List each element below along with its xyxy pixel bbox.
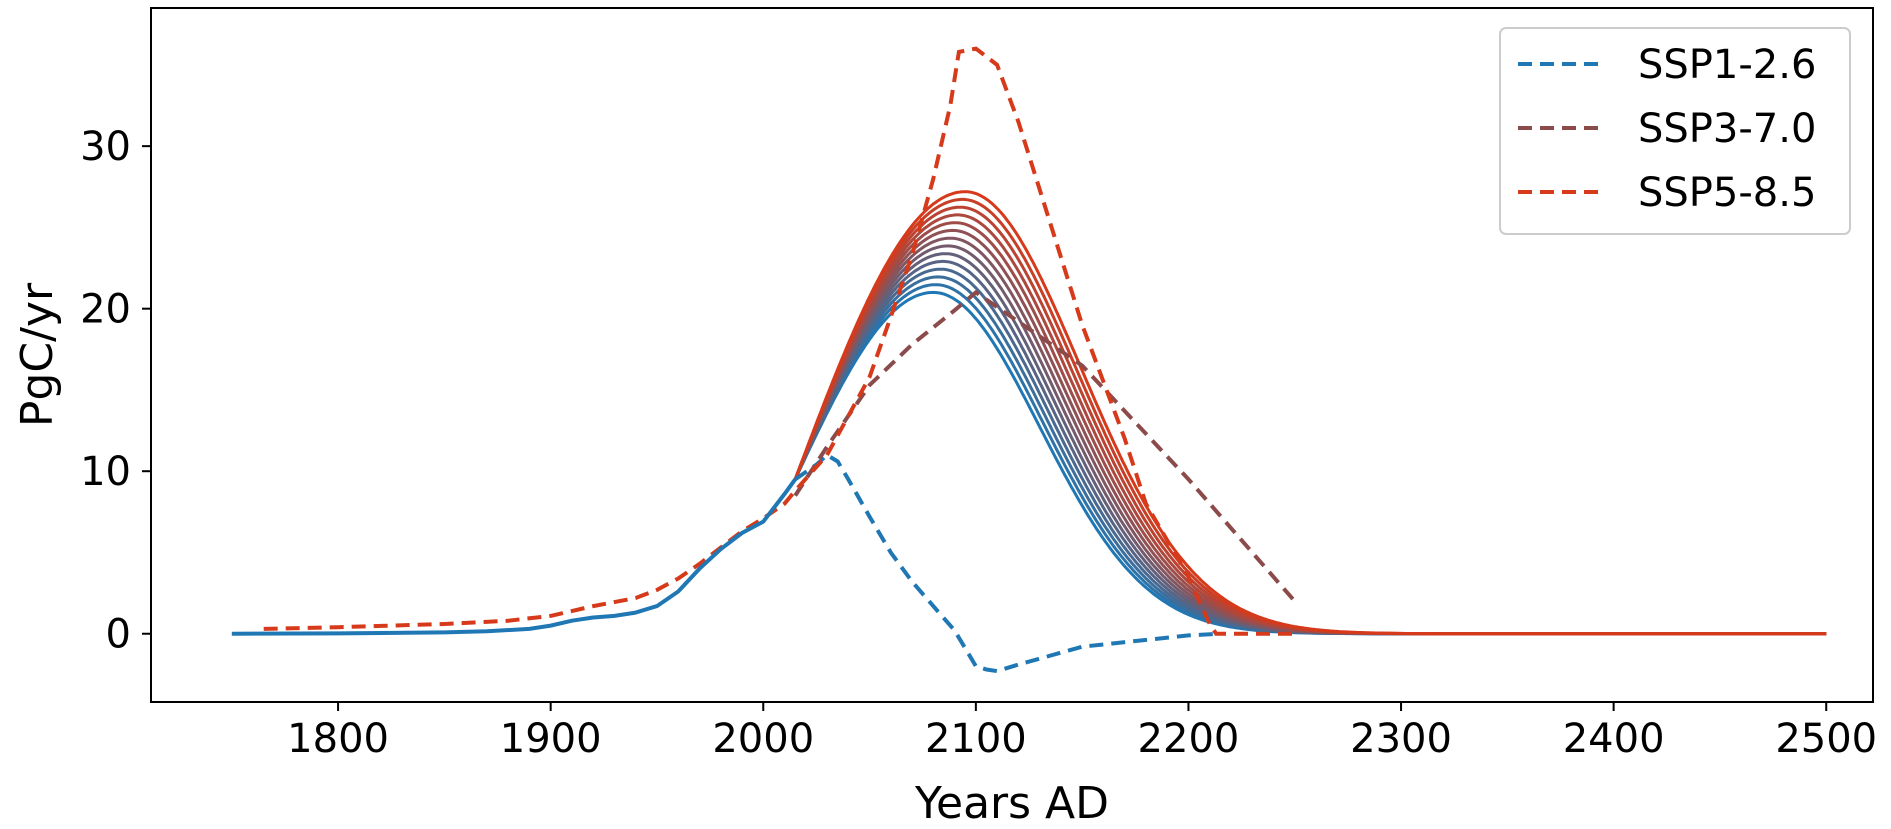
legend-label: SSP3-7.0 (1638, 106, 1816, 152)
historical-line (231, 478, 797, 636)
x-tick-label: 2500 (1775, 716, 1877, 762)
legend: SSP1-2.6 SSP3-7.0 SSP5-8.5 (1499, 27, 1851, 235)
series-ssp1-2-6 (794, 452, 1221, 674)
legend-label: SSP1-2.6 (1638, 42, 1816, 88)
series-ssp3-7-0 (793, 289, 1297, 603)
plot-frame (150, 7, 1874, 703)
x-tick-label: 2200 (1138, 716, 1240, 762)
y-axis: 0 10 20 30 (80, 124, 151, 658)
series-ssp5-8-5 (263, 46, 1295, 636)
legend-label: SSP5-8.5 (1638, 170, 1816, 216)
y-tick-label: 0 (106, 612, 131, 658)
y-tick-label: 20 (80, 287, 131, 333)
series-layer (231, 46, 1827, 674)
x-tick-label: 1800 (287, 716, 389, 762)
x-tick-label: 2400 (1563, 716, 1665, 762)
y-axis-label: PgC/yr (12, 282, 63, 427)
x-tick-label: 2100 (925, 716, 1027, 762)
y-tick-label: 10 (80, 449, 131, 495)
legend-box (1499, 27, 1851, 235)
x-tick-label: 2300 (1350, 716, 1452, 762)
scenario-family (793, 190, 1827, 636)
family-curve (793, 190, 1827, 636)
x-axis-label: Years AD (914, 778, 1109, 829)
x-tick-label: 2000 (712, 716, 814, 762)
x-axis: 1800 1900 2000 2100 2200 2300 2400 2500 (287, 702, 1877, 762)
y-tick-label: 30 (80, 124, 131, 170)
x-tick-label: 1900 (500, 716, 602, 762)
